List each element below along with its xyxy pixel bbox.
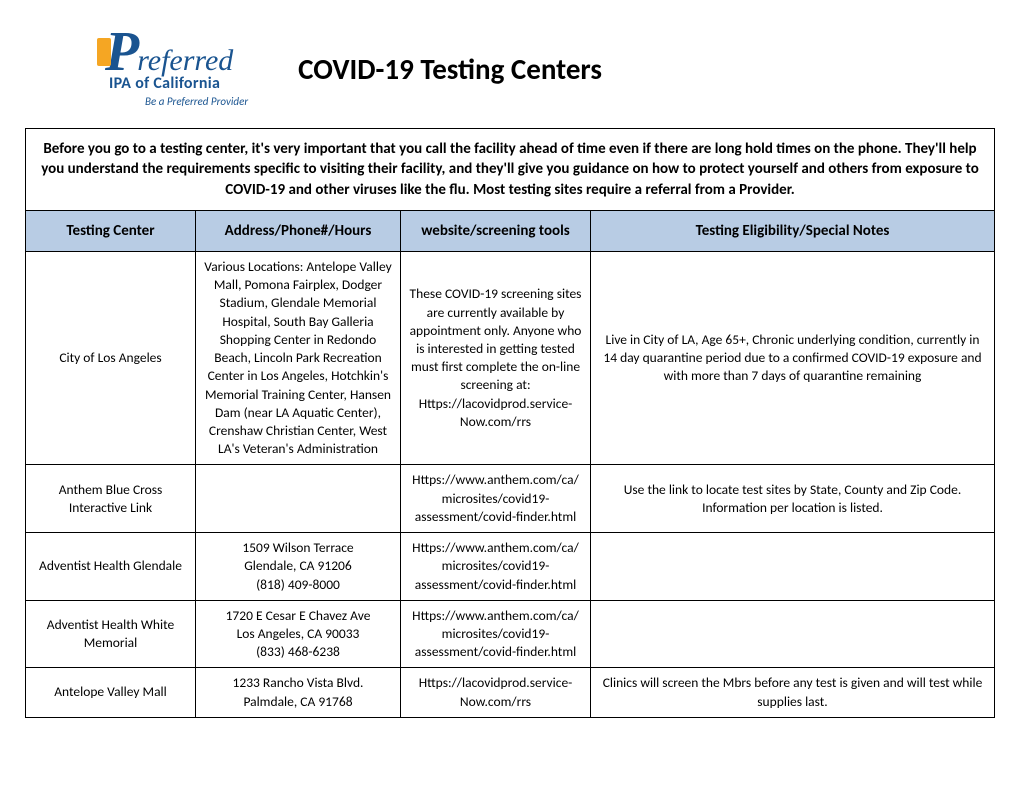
header: P referred IPA of California Be a Prefer… bbox=[25, 30, 995, 108]
cell-center: Antelope Valley Mall bbox=[26, 668, 196, 717]
cell-notes bbox=[591, 600, 995, 668]
page-title: COVID-19 Testing Centers bbox=[298, 51, 602, 87]
col-header-address: Address/Phone#/Hours bbox=[196, 210, 401, 251]
cell-website: Https://www.anthem.com/ca/microsites/cov… bbox=[401, 533, 591, 601]
cell-address: 1233 Rancho Vista Blvd.Palmdale, CA 9176… bbox=[196, 668, 401, 717]
logo: P referred IPA of California Be a Prefer… bbox=[105, 30, 248, 108]
cell-website: These COVID-19 screening sites are curre… bbox=[401, 252, 591, 465]
header-row: Testing Center Address/Phone#/Hours webs… bbox=[26, 210, 995, 251]
cell-website: Https://www.anthem.com/ca/microsites/cov… bbox=[401, 465, 591, 533]
intro-text: Before you go to a testing center, it's … bbox=[26, 129, 995, 211]
col-header-center: Testing Center bbox=[26, 210, 196, 251]
cell-address bbox=[196, 465, 401, 533]
logo-rest: referred bbox=[137, 44, 233, 78]
intro-row: Before you go to a testing center, it's … bbox=[26, 129, 995, 211]
cell-notes: Clinics will screen the Mbrs before any … bbox=[591, 668, 995, 717]
cell-notes: Use the link to locate test sites by Sta… bbox=[591, 465, 995, 533]
cell-center: City of Los Angeles bbox=[26, 252, 196, 465]
logo-letter: P bbox=[105, 30, 139, 75]
cell-notes bbox=[591, 533, 995, 601]
col-header-website: website/screening tools bbox=[401, 210, 591, 251]
col-header-notes: Testing Eligibility/Special Notes bbox=[591, 210, 995, 251]
table-row: City of Los AngelesVarious Locations: An… bbox=[26, 252, 995, 465]
cell-address: Various Locations: Antelope Valley Mall,… bbox=[196, 252, 401, 465]
cell-notes: Live in City of LA, Age 65+, Chronic und… bbox=[591, 252, 995, 465]
logo-wordmark: P referred bbox=[105, 30, 233, 78]
cell-center: Adventist Health Glendale bbox=[26, 533, 196, 601]
cell-center: Adventist Health White Memorial bbox=[26, 600, 196, 668]
table-row: Antelope Valley Mall1233 Rancho Vista Bl… bbox=[26, 668, 995, 717]
cell-website: Https://www.anthem.com/ca/microsites/cov… bbox=[401, 600, 591, 668]
table-row: Adventist Health Glendale1509 Wilson Ter… bbox=[26, 533, 995, 601]
testing-centers-table: Before you go to a testing center, it's … bbox=[25, 128, 995, 718]
logo-tagline: Be a Preferred Provider bbox=[145, 95, 248, 108]
cell-address: 1509 Wilson TerraceGlendale, CA 91206(81… bbox=[196, 533, 401, 601]
cell-website: Https://lacovidprod.service-Now.com/rrs bbox=[401, 668, 591, 717]
table-row: Adventist Health White Memorial1720 E Ce… bbox=[26, 600, 995, 668]
table-row: Anthem Blue Cross Interactive Link Https:… bbox=[26, 465, 995, 533]
cell-address: 1720 E Cesar E Chavez AveLos Angeles, CA… bbox=[196, 600, 401, 668]
cell-center: Anthem Blue Cross Interactive Link bbox=[26, 465, 196, 533]
